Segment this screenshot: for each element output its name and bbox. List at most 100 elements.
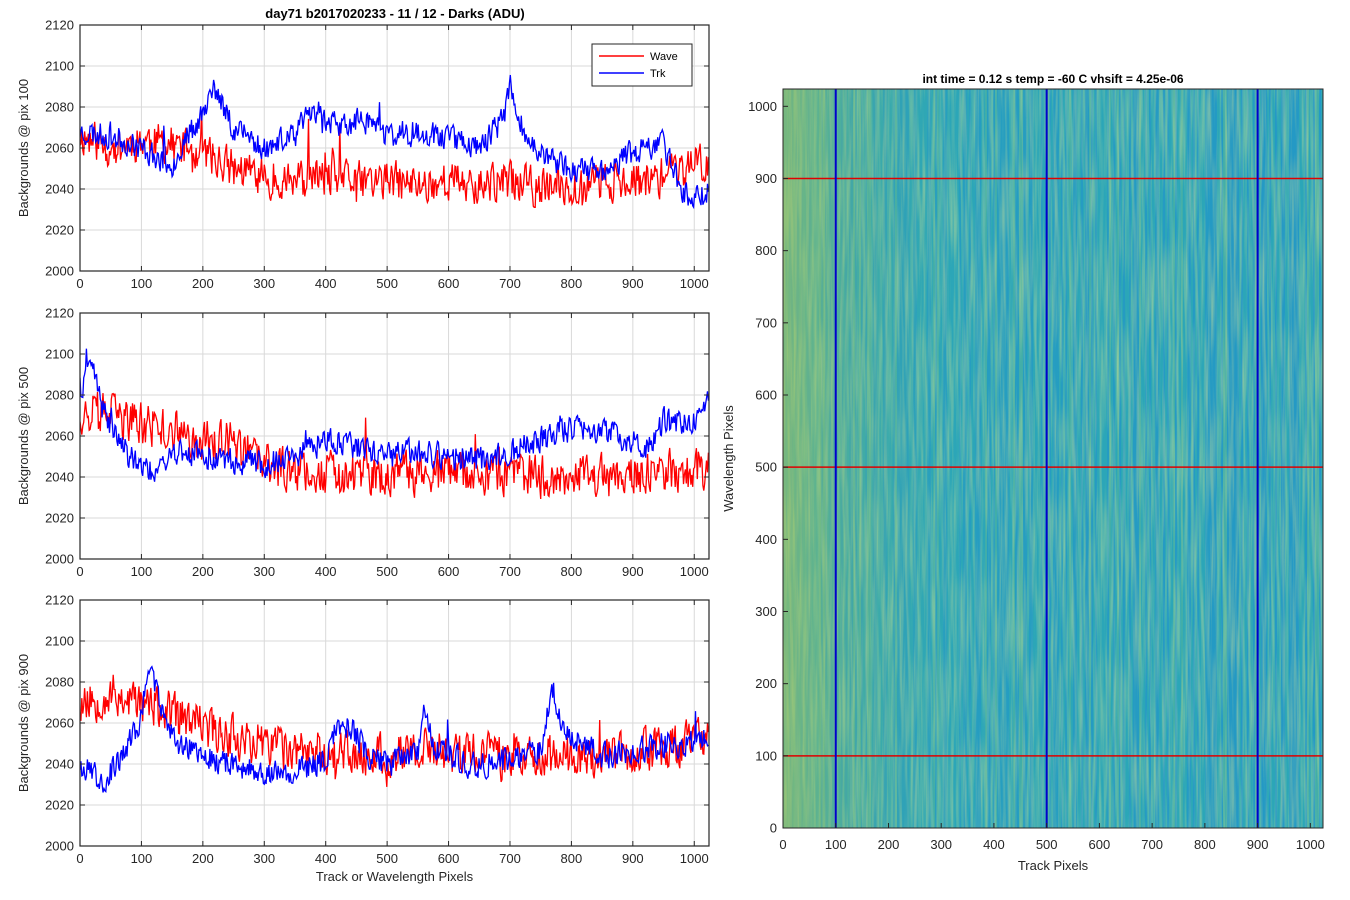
legend-label: Trk (650, 68, 666, 80)
x-tick-label: 0 (779, 837, 786, 852)
x-tick-label: 1000 (680, 276, 709, 291)
x-tick-label: 0 (76, 276, 83, 291)
y-tick-label: 2000 (45, 552, 74, 567)
y-tick-label: 200 (755, 676, 777, 691)
x-tick-label: 300 (930, 837, 952, 852)
line-plot-pix-500: 0 100 200 300 400 500 600 700 800 900 1000 2000 2020… (16, 306, 710, 579)
y-axis-label: Backgrounds @ pix 100 (16, 79, 31, 217)
x-tick-label: 700 (499, 851, 521, 866)
y-tick-label: 2120 (45, 306, 74, 321)
x-tick-label: 500 (376, 276, 398, 291)
y-tick-label: 2020 (45, 798, 74, 813)
x-tick-label: 700 (1141, 837, 1163, 852)
y-tick-label: 1000 (748, 99, 777, 114)
y-tick-label: 0 (770, 821, 777, 836)
x-tick-label: 400 (983, 837, 1005, 852)
x-tick-label: 1000 (680, 851, 709, 866)
series-line-trk (80, 348, 709, 482)
x-tick-label: 200 (878, 837, 900, 852)
series-line-trk (80, 74, 709, 210)
y-tick-label: 2100 (45, 347, 74, 362)
line-plot-pix-900: 0 100 200 300 400 500 600 700 800 900 1000 2000 2020… (16, 593, 710, 884)
axes-frame (782, 88, 1324, 829)
y-tick-label: 2020 (45, 223, 74, 238)
legend: Wave Trk (591, 43, 693, 87)
y-tick-label: 300 (755, 604, 777, 619)
y-tick-label: 2020 (45, 511, 74, 526)
x-tick-label: 600 (438, 564, 460, 579)
heatmap-title: int time = 0.12 s temp = -60 C vhsift = … (922, 72, 1183, 86)
x-tick-label: 0 (76, 564, 83, 579)
x-tick-label: 400 (315, 564, 337, 579)
x-tick-label: 1000 (1296, 837, 1325, 852)
y-tick-label: 2040 (45, 470, 74, 485)
x-tick-label: 900 (1247, 837, 1269, 852)
x-tick-label: 100 (131, 851, 153, 866)
x-tick-label: 600 (438, 276, 460, 291)
x-tick-label: 800 (561, 851, 583, 866)
line-plot-pix-100: 0 100 200 300 400 500 600 700 800 900 1000 2000 2020… (16, 18, 710, 291)
y-tick-label: 600 (755, 387, 777, 402)
x-tick-label: 800 (561, 564, 583, 579)
x-tick-label: 900 (622, 851, 644, 866)
x-tick-label: 900 (622, 564, 644, 579)
y-tick-label: 2080 (45, 100, 74, 115)
x-tick-label: 1000 (680, 564, 709, 579)
x-tick-label: 200 (192, 564, 214, 579)
y-tick-label: 2060 (45, 141, 74, 156)
x-tick-label: 700 (499, 276, 521, 291)
x-tick-label: 900 (622, 276, 644, 291)
y-tick-label: 2000 (45, 264, 74, 279)
y-tick-label: 2120 (45, 593, 74, 608)
y-tick-label: 2000 (45, 839, 74, 854)
x-tick-label: 700 (499, 564, 521, 579)
y-tick-label: 500 (755, 460, 777, 475)
x-axis-label: Track Pixels (1018, 858, 1089, 873)
x-tick-label: 200 (192, 851, 214, 866)
x-tick-label: 500 (1036, 837, 1058, 852)
legend-label: Wave (650, 51, 678, 63)
x-tick-label: 400 (315, 276, 337, 291)
heatmap-image (783, 89, 1323, 828)
x-tick-label: 400 (315, 851, 337, 866)
heatmap-edge (783, 89, 1323, 828)
y-tick-label: 2080 (45, 675, 74, 690)
legend-box (591, 43, 693, 87)
x-tick-label: 600 (1089, 837, 1111, 852)
y-tick-label: 700 (755, 315, 777, 330)
y-tick-label: 2060 (45, 716, 74, 731)
y-axis-label: Backgrounds @ pix 500 (16, 367, 31, 505)
x-tick-label: 300 (253, 851, 275, 866)
y-tick-label: 2120 (45, 18, 74, 33)
x-tick-label: 200 (192, 276, 214, 291)
y-axis-label: Backgrounds @ pix 900 (16, 654, 31, 792)
y-tick-label: 2040 (45, 757, 74, 772)
y-tick-label: 2100 (45, 59, 74, 74)
figure-title: day71 b2017020233 - 11 / 12 - Darks (ADU… (265, 6, 524, 21)
x-tick-label: 0 (76, 851, 83, 866)
x-tick-label: 100 (131, 564, 153, 579)
x-tick-label: 300 (253, 564, 275, 579)
x-tick-label: 100 (131, 276, 153, 291)
x-tick-label: 600 (438, 851, 460, 866)
y-tick-label: 2060 (45, 429, 74, 444)
y-tick-label: 2080 (45, 388, 74, 403)
y-tick-label: 2040 (45, 182, 74, 197)
y-tick-label: 2100 (45, 634, 74, 649)
x-tick-label: 800 (1194, 837, 1216, 852)
y-tick-label: 800 (755, 243, 777, 258)
heatmap-plot: 0 100 200 300 400 500 600 700 800 900 1000 0 100 200 3… (721, 72, 1325, 873)
x-tick-label: 500 (376, 851, 398, 866)
y-tick-label: 400 (755, 532, 777, 547)
x-tick-label: 300 (253, 276, 275, 291)
x-tick-label: 800 (561, 276, 583, 291)
y-axis-label: Wavelength Pixels (721, 405, 736, 512)
series-line-trk (80, 665, 709, 794)
y-tick-label: 900 (755, 171, 777, 186)
x-tick-label: 100 (825, 837, 847, 852)
x-tick-label: 500 (376, 564, 398, 579)
series-line-wave (80, 391, 709, 500)
x-axis-label: Track or Wavelength Pixels (316, 869, 474, 884)
y-tick-label: 100 (755, 748, 777, 763)
